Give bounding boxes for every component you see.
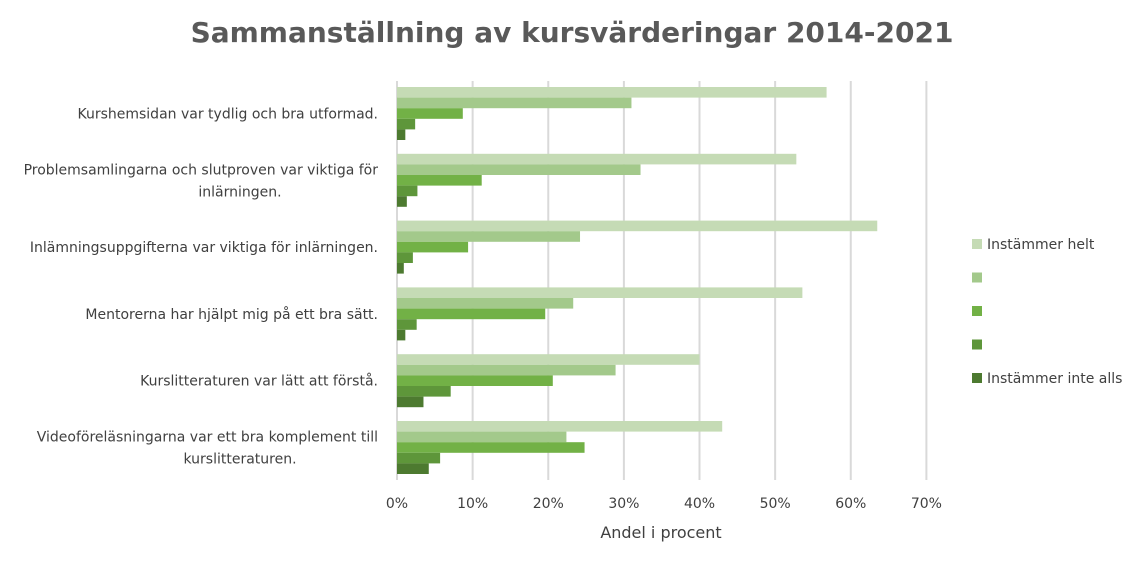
legend-swatch [972,306,982,316]
bar [397,431,567,443]
category-label: Kurshemsidan var tydlig och bra utformad… [77,107,378,123]
bar [397,129,406,140]
bar [397,442,585,453]
category-label: Mentorerna har hjälpt mig på ett bra sät… [85,306,378,323]
bar [397,319,417,330]
category-label: Kurslitteraturen var lätt att förstå. [140,373,378,390]
bar [397,185,418,197]
legend: Instämmer helt Instämmer inte alls [972,237,1122,387]
x-tick-label: 50% [760,496,791,512]
bar [397,231,581,242]
bar [397,108,463,119]
x-tick-label: 60% [835,496,866,512]
x-tick-label: 0% [386,496,408,512]
x-tick-label: 10% [457,496,488,512]
x-tick-label: 40% [684,496,715,512]
legend-swatch [972,272,982,283]
legend-swatch [972,239,982,249]
bar [397,375,553,386]
bar [397,164,641,175]
bar [397,196,407,207]
legend-swatch [972,373,982,383]
category-label: Videoföreläsningarna var ett bra komplem… [37,430,378,446]
bar [397,308,546,320]
bar [397,87,827,98]
bar [397,175,482,186]
bar [397,241,469,253]
bar [397,329,406,341]
x-tick-label: 20% [533,496,564,512]
bar [397,97,632,109]
category-labels: Kurshemsidan var tydlig och bra utformad… [24,107,379,468]
x-axis-title: Andel i procent [600,523,721,542]
legend-label: Instämmer inte alls [987,371,1122,387]
bar [397,421,723,432]
category-label: kurslitteraturen. [183,452,296,468]
legend-label: Instämmer helt [987,237,1095,253]
category-label: Inlämningsuppgifterna var viktiga för in… [30,240,378,256]
bar [397,252,413,263]
bar [397,396,424,408]
bar [397,298,574,309]
bar [397,364,616,376]
bar [397,153,797,165]
bar [397,287,803,298]
category-label: inlärningen. [198,184,281,200]
category-label: Problemsamlingarna och slutproven var vi… [24,162,379,178]
legend-swatch [972,339,982,350]
bar [397,452,441,464]
bar [397,354,700,365]
bar [397,220,878,232]
bars [397,87,878,474]
bar [397,386,451,397]
x-tick-label: 30% [608,496,639,512]
bar [397,118,416,130]
bar [397,263,404,274]
chart-title: Sammanställning av kursvärderingar 2014-… [191,16,954,49]
x-tick-labels: 0% 10% 20% 30% 40% 50% 60% 70% [386,496,942,512]
x-tick-label: 70% [911,496,942,512]
gridlines [396,81,928,480]
bar [397,463,429,474]
